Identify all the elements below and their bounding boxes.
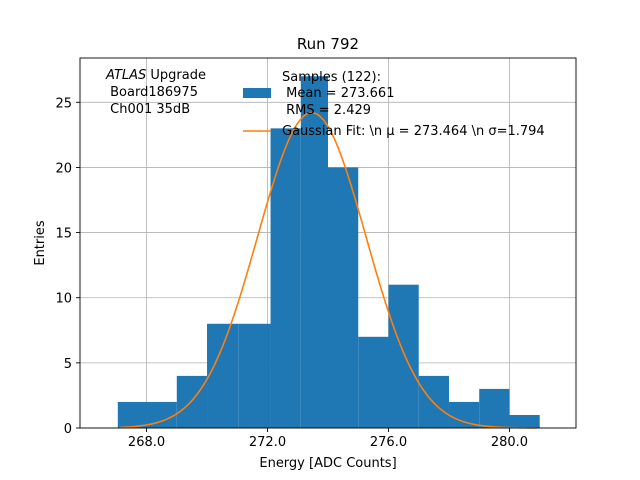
histogram-bar-9 [388, 284, 419, 428]
histogram-bar-2 [176, 375, 208, 428]
histogram-bar-13 [509, 414, 540, 428]
y-tick-label-5: 25 [55, 96, 72, 111]
y-axis-ticks: 0 5 10 15 20 25 [55, 96, 80, 437]
annotation-italic-word: ATLAS [105, 68, 146, 83]
plot-frame [79, 57, 577, 429]
gaussian-fit-curve [119, 111, 537, 429]
y-axis-label: Entries [33, 220, 48, 266]
legend: Samples (122): Mean = 273.661 RMS = 2.42… [243, 70, 545, 139]
chart-title: Run 792 [297, 35, 359, 53]
annotation-line-1: ATLAS Upgrade [105, 68, 206, 83]
histogram-bar-7 [328, 167, 359, 428]
histogram-bar-5 [270, 128, 301, 428]
y-tick-label-1: 5 [64, 357, 72, 372]
legend-samples-patch [243, 88, 271, 98]
histogram-bar-6 [300, 76, 328, 428]
x-axis-ticks: 268.0 272.0 276.0 280.0 [128, 428, 528, 450]
histogram-bar-12 [479, 388, 510, 428]
histogram-bar-8 [358, 336, 389, 428]
x-axis-label: Energy [ADC Counts] [259, 456, 396, 471]
y-tick-label-2: 10 [55, 292, 72, 307]
atlas-annotation: ATLAS Upgrade Board186975 Ch001 35dB [105, 68, 206, 117]
y-tick-label-0: 0 [64, 422, 72, 437]
x-tick-label-0: 268.0 [128, 435, 165, 450]
legend-samples-line-3: RMS = 2.429 [282, 103, 371, 118]
legend-samples-line-1: Samples (122): [282, 70, 381, 85]
histogram-bar-0 [117, 401, 147, 428]
x-tick-label-3: 280.0 [491, 435, 528, 450]
histogram-bar-4 [238, 323, 271, 428]
annotation-line-2: Board186975 [106, 85, 198, 100]
histogram-bars [117, 76, 540, 428]
annotation-line-3: Ch001 35dB [106, 102, 190, 117]
histogram-bar-3 [207, 323, 239, 428]
y-tick-label-3: 15 [55, 227, 72, 242]
y-tick-label-4: 20 [55, 161, 72, 176]
legend-fit-label: Gaussian Fit: \n μ = 273.464 \n σ=1.794 [282, 124, 545, 139]
legend-samples-line-2: Mean = 273.661 [282, 86, 394, 101]
x-tick-label-2: 276.0 [370, 435, 407, 450]
annotation-rest: Upgrade [146, 68, 206, 83]
x-tick-label-1: 272.0 [249, 435, 286, 450]
